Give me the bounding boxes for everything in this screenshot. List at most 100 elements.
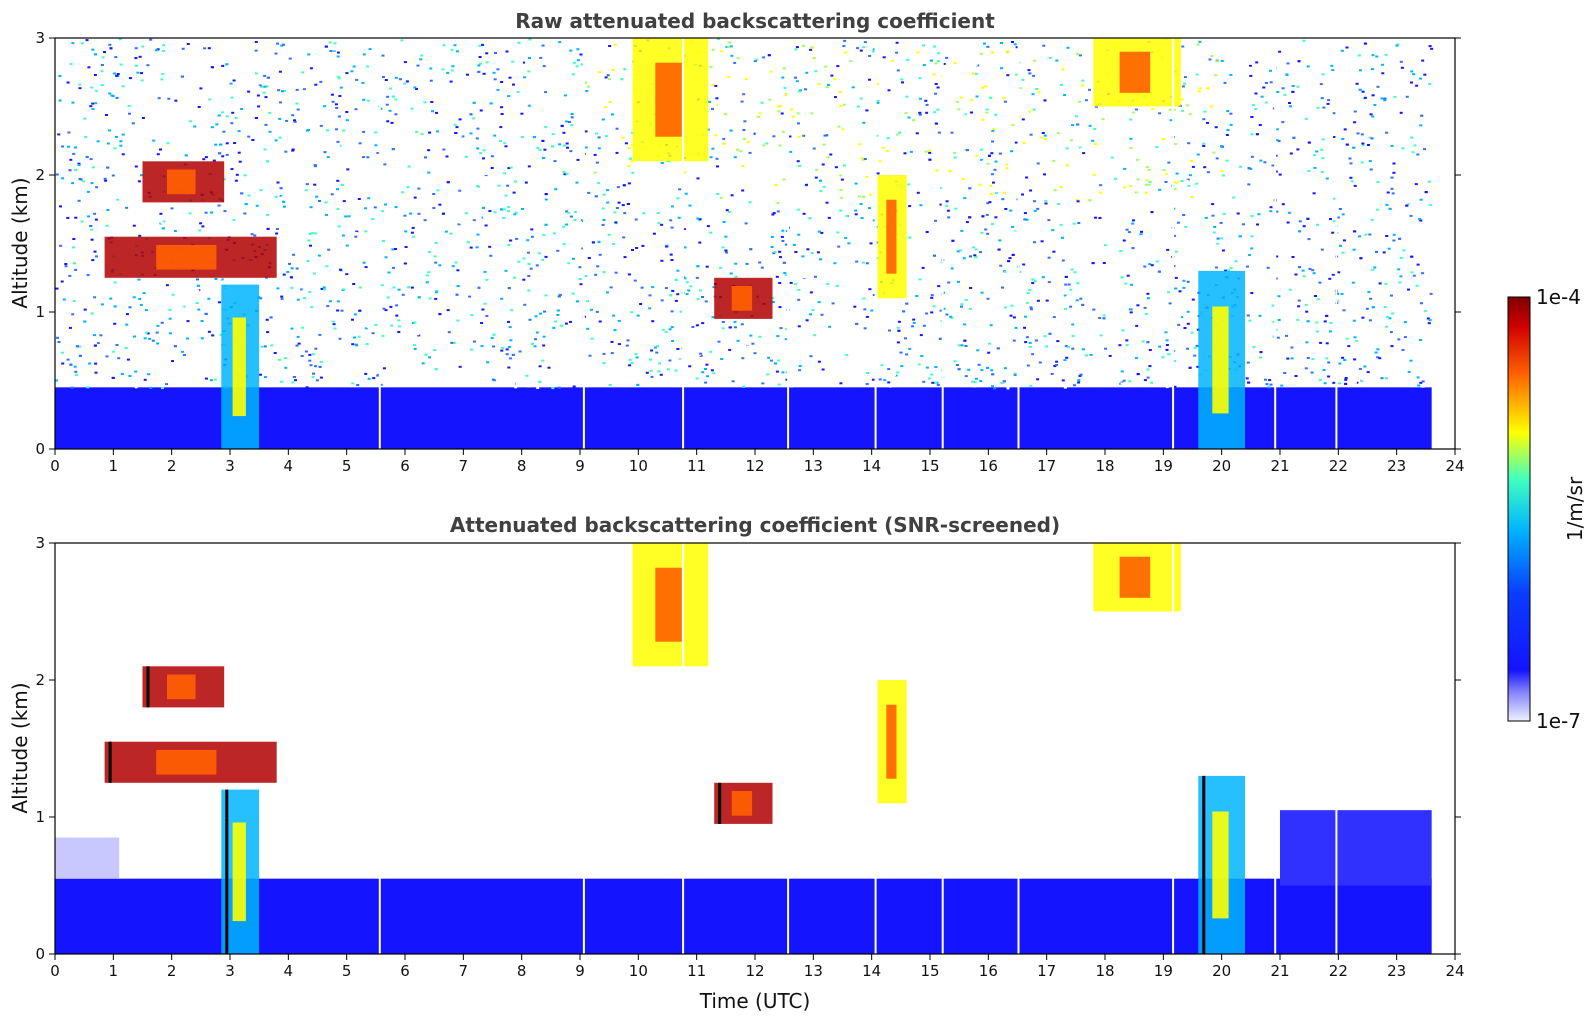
top-noise-pixel [767, 54, 771, 57]
top-noise-pixel [254, 49, 258, 52]
top-noise-pixel [1192, 89, 1196, 92]
top-noise-pixel [1287, 211, 1291, 214]
top-noise-pixel [794, 157, 798, 160]
top-noise-pixel [69, 158, 73, 161]
top-noise-pixel [794, 282, 798, 285]
top-noise-pixel [472, 101, 476, 104]
top-noise-pixel [816, 357, 820, 360]
top-noise-pixel [113, 305, 117, 308]
top-noise-pixel [1069, 111, 1073, 114]
top-data-gap [787, 38, 790, 449]
top-noise-pixel [1029, 384, 1033, 387]
top-noise-pixel [669, 294, 673, 297]
top-noise-pixel [567, 153, 571, 156]
bottom-residual-layer [55, 837, 120, 879]
top-noise-pixel [676, 348, 680, 350]
top-noise-pixel [1212, 231, 1216, 234]
top-noise-pixel [591, 259, 595, 262]
top-noise-pixel [251, 139, 255, 141]
top-noise-pixel [587, 257, 591, 259]
top-noise-pixel [485, 278, 489, 281]
top-noise-pixel [1030, 308, 1033, 311]
top-noise-pixel [1052, 159, 1056, 162]
top-noise-pixel [1261, 210, 1265, 213]
top-noise-pixel [358, 142, 362, 145]
top-noise-pixel [196, 278, 199, 281]
top-noise-pixel [1391, 192, 1395, 195]
top-noise-pixel [1185, 39, 1189, 41]
top-noise-pixel [1388, 152, 1392, 155]
top-noise-pixel [303, 320, 307, 323]
top-noise-pixel [289, 276, 293, 279]
top-noise-pixel [288, 57, 292, 60]
top-noise-pixel [825, 208, 829, 211]
top-noise-pixel [1428, 82, 1432, 85]
top-noise-pixel [74, 370, 78, 373]
top-noise-pixel [814, 176, 818, 179]
top-noise-pixel [621, 136, 625, 139]
top-noise-pixel [134, 370, 138, 373]
top-noise-pixel [988, 321, 992, 324]
top-noise-pixel [1290, 81, 1294, 84]
top-noise-pixel [512, 191, 516, 194]
top-noise-pixel [1419, 339, 1423, 341]
top-noise-pixel [1326, 102, 1330, 105]
top-noise-pixel [781, 229, 785, 232]
top-noise-pixel [809, 355, 813, 358]
top-noise-pixel [868, 78, 871, 81]
top-noise-pixel [125, 206, 129, 209]
top-noise-pixel [519, 236, 523, 239]
top-noise-pixel [394, 113, 398, 116]
top-noise-pixel [535, 84, 539, 87]
top-noise-pixel [820, 231, 824, 234]
top-noise-pixel [1150, 264, 1154, 267]
top-noise-pixel [295, 102, 299, 105]
top-noise-pixel [1376, 356, 1380, 359]
top-noise-pixel [267, 67, 271, 70]
top-noise-pixel [229, 119, 233, 122]
top-noise-pixel [500, 151, 504, 154]
top-noise-pixel [255, 204, 259, 207]
top-noise-pixel [108, 129, 111, 132]
top-noise-pixel [1129, 347, 1133, 350]
top-noise-pixel [1390, 144, 1394, 147]
top-noise-pixel [435, 111, 438, 114]
top-noise-pixel [695, 276, 699, 279]
top-noise-pixel [124, 347, 128, 349]
top-noise-pixel [1146, 376, 1150, 379]
top-noise-pixel [1380, 377, 1384, 380]
bottom-y-tick-label: 1 [35, 808, 45, 826]
top-noise-pixel [465, 266, 469, 269]
top-noise-pixel [1045, 158, 1049, 160]
top-noise-pixel [518, 350, 522, 353]
top-noise-pixel [981, 283, 985, 286]
top-noise-pixel [1370, 218, 1374, 221]
top-noise-pixel [876, 100, 880, 102]
top-noise-pixel [853, 305, 857, 308]
top-noise-pixel [744, 72, 748, 75]
top-noise-pixel [1255, 133, 1259, 136]
top-noise-pixel [446, 56, 449, 59]
top-noise-pixel [143, 110, 146, 112]
top-noise-pixel [121, 85, 125, 88]
top-noise-pixel [125, 313, 129, 316]
top-noise-pixel [403, 82, 407, 85]
top-noise-pixel [1286, 373, 1290, 376]
top-noise-pixel [876, 101, 880, 104]
top-noise-pixel [1344, 377, 1348, 379]
top-noise-pixel [318, 365, 322, 368]
top-noise-pixel [1070, 183, 1074, 186]
top-noise-pixel [333, 327, 337, 330]
top-noise-pixel [144, 233, 148, 236]
top-noise-pixel [71, 194, 75, 197]
top-noise-pixel [1045, 102, 1048, 105]
top-noise-pixel [1202, 211, 1206, 214]
top-noise-pixel [517, 41, 521, 44]
top-noise-pixel [1398, 281, 1402, 284]
top-noise-pixel [974, 377, 978, 380]
top-noise-pixel [587, 382, 591, 385]
top-noise-pixel [485, 226, 489, 229]
top-noise-pixel [162, 220, 166, 223]
top-noise-pixel [1355, 82, 1359, 85]
top-noise-pixel [1098, 278, 1102, 281]
